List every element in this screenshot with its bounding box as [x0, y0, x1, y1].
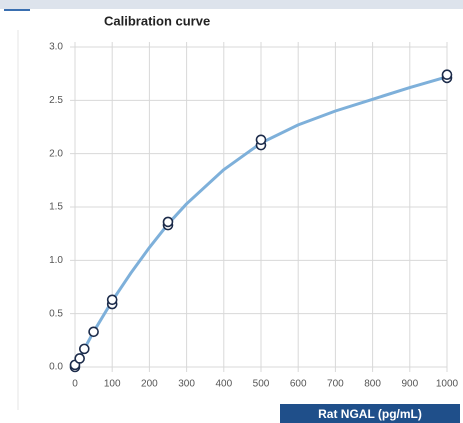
data-point [162, 216, 174, 228]
x-tick-label: 900 [401, 379, 418, 390]
x-tick-label: 800 [364, 379, 381, 390]
y-tick-label: 0.5 [49, 308, 63, 319]
data-point [441, 69, 453, 81]
top-band [0, 0, 463, 9]
x-label-box [280, 404, 460, 423]
y-tick-label: 2.0 [49, 148, 63, 159]
x-tick-label: 300 [178, 379, 195, 390]
x-tick-label: 200 [141, 379, 158, 390]
y-tick-label: 1.0 [49, 255, 63, 266]
y-tick-label: 2.5 [49, 95, 63, 106]
x-tick-label: 0 [72, 379, 78, 390]
x-axis-label: Rat NGAL (pg/mL) [318, 407, 422, 421]
data-point [255, 134, 267, 146]
data-point [79, 343, 90, 355]
x-tick-label: 700 [327, 379, 344, 390]
chart-title: Calibration curve [104, 13, 210, 28]
y-tick-label: 0.0 [49, 362, 63, 373]
x-tick-label: 600 [290, 379, 307, 390]
fit-curve [73, 75, 448, 368]
x-tick-label: 100 [104, 379, 121, 390]
data-point [74, 353, 85, 364]
data-point [88, 326, 99, 338]
x-tick-label: 500 [253, 379, 270, 390]
y-tick-label: 3.0 [49, 42, 63, 53]
x-tick-label: 1000 [436, 379, 459, 390]
x-tick-label: 400 [215, 379, 232, 390]
data-point [106, 294, 118, 306]
y-tick-label: 1.5 [49, 202, 63, 213]
